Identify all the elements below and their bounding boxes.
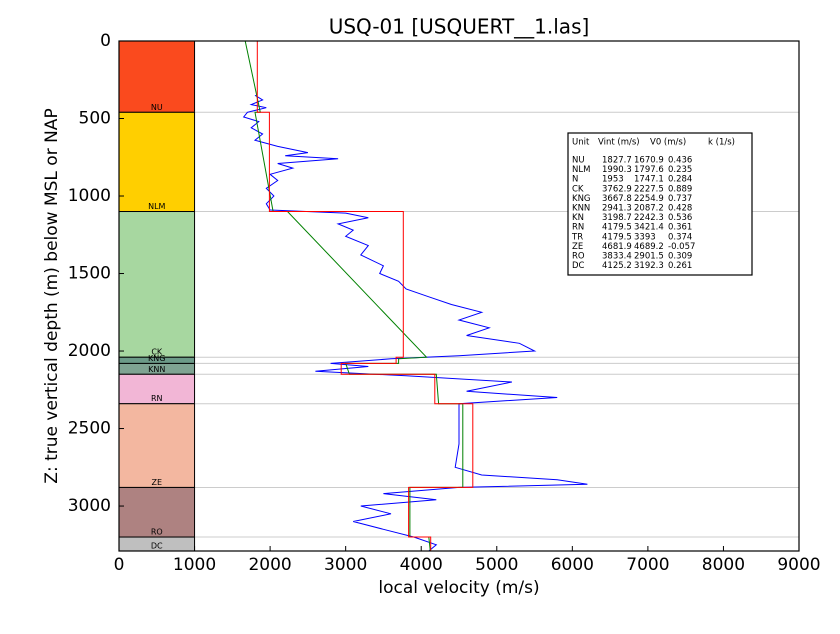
- series-line: [242, 94, 588, 552]
- layer: [118, 111, 196, 213]
- table-cell: 2941.3: [602, 204, 632, 214]
- x-tick-label: 3000: [324, 555, 367, 575]
- plot-frame: [118, 40, 800, 552]
- table-cell: 1747.1: [634, 175, 664, 185]
- table-cell: 2242.3: [634, 213, 664, 223]
- layer: [118, 40, 196, 113]
- x-tick-label: 1000: [173, 555, 216, 575]
- table-cell: 3421.4: [634, 223, 664, 233]
- x-tick-label: 8000: [702, 555, 745, 575]
- table-header: Unit: [572, 138, 590, 148]
- table-header: k (1/s): [708, 138, 735, 148]
- table-cell: 4179.5: [602, 223, 632, 233]
- table-cell: KNG: [572, 194, 591, 204]
- table-cell: 0.261: [668, 261, 692, 271]
- y-tick-label: 500: [79, 109, 111, 129]
- y-tick-label: 2000: [68, 341, 111, 361]
- x-tick-label: 5000: [475, 555, 518, 575]
- table-cell: 3667.8: [602, 194, 632, 204]
- table-cell: 0.374: [668, 232, 692, 242]
- table-cell: 0.428: [668, 204, 692, 214]
- x-tick-label: 0: [114, 555, 125, 575]
- table-cell: 2901.5: [634, 252, 664, 262]
- table-cell: DC: [572, 261, 585, 271]
- table-cell: 0.737: [668, 194, 692, 204]
- layer-label: RN: [151, 394, 163, 403]
- table-cell: 1990.3: [602, 165, 632, 175]
- table-header: Vint (m/s): [598, 138, 640, 148]
- layer-label: NU: [151, 103, 163, 112]
- table-cell: 0.536: [668, 213, 692, 223]
- x-tick-label: 6000: [551, 555, 594, 575]
- y-axis-label: Z: true vertical depth (m) below MSL or …: [42, 108, 62, 483]
- layer: [118, 403, 196, 488]
- table-cell: ZE: [572, 242, 583, 252]
- table-cell: CK: [572, 184, 584, 194]
- x-tick-label: 4000: [400, 555, 443, 575]
- table-cell: 0.309: [668, 252, 692, 262]
- table-cell: 0.889: [668, 184, 692, 194]
- table-cell: KNN: [572, 204, 590, 214]
- table-cell: 1670.9: [634, 156, 664, 166]
- layer-label: DC: [151, 542, 163, 551]
- table-cell: NU: [572, 156, 585, 166]
- table-cell: RO: [572, 252, 585, 262]
- layer-label: RO: [151, 528, 163, 537]
- table-cell: 2227.5: [634, 184, 664, 194]
- series-line: [244, 40, 464, 552]
- x-axis-label: local velocity (m/s): [378, 578, 539, 598]
- table-cell: 3198.7: [602, 213, 632, 223]
- table-cell: 3393: [634, 232, 656, 242]
- layer-label: KNG: [148, 354, 165, 363]
- table-cell: -0.057: [668, 242, 695, 252]
- table-cell: 2254.9: [634, 194, 664, 204]
- y-tick-label: 1000: [68, 186, 111, 206]
- table-cell: 0.361: [668, 223, 692, 233]
- layer-label: KNN: [148, 365, 165, 374]
- table-cell: NLM: [572, 165, 590, 175]
- table-cell: 0.284: [668, 175, 692, 185]
- table-cell: 1797.6: [634, 165, 664, 175]
- y-tick-label: 0: [100, 31, 111, 51]
- layer-label: CK: [151, 348, 163, 357]
- table-cell: 4689.2: [634, 242, 664, 252]
- table-cell: 1827.7: [602, 156, 632, 166]
- y-tick-label: 3000: [68, 496, 111, 516]
- table-box: [567, 132, 753, 276]
- chart-title: USQ-01 [USQUERT__1.las]: [329, 15, 590, 39]
- x-tick-label: 9000: [777, 555, 820, 575]
- layer-label: ZE: [152, 478, 163, 487]
- layer-label: NLM: [148, 202, 165, 211]
- table-cell: 4179.5: [602, 232, 632, 242]
- table-cell: 0.436: [668, 156, 692, 166]
- table-cell: 3762.9: [602, 184, 632, 194]
- table-cell: 3833.4: [602, 252, 632, 262]
- table-cell: 3192.3: [634, 261, 664, 271]
- series-line: [256, 41, 474, 551]
- table-cell: N: [572, 175, 578, 185]
- table-cell: RN: [572, 223, 584, 233]
- x-tick-label: 2000: [248, 555, 291, 575]
- table-cell: 1953: [602, 175, 624, 185]
- x-tick-label: 7000: [626, 555, 669, 575]
- y-tick-label: 2500: [68, 419, 111, 439]
- table-cell: KN: [572, 213, 584, 223]
- layer: [118, 211, 196, 358]
- table-cell: 0.235: [668, 165, 692, 175]
- table-cell: TR: [571, 232, 583, 242]
- table-cell: 4681.9: [602, 242, 632, 252]
- table-header: V0 (m/s): [650, 138, 686, 148]
- table-cell: 4125.2: [602, 261, 632, 271]
- table-cell: 2087.2: [634, 204, 664, 214]
- y-tick-label: 1500: [68, 264, 111, 284]
